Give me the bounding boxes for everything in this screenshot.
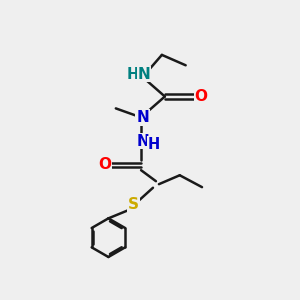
Text: N: N xyxy=(136,134,149,148)
Text: H: H xyxy=(147,136,160,152)
Text: N: N xyxy=(136,110,149,125)
Text: S: S xyxy=(128,197,139,212)
Text: H: H xyxy=(127,67,139,82)
Text: N: N xyxy=(138,67,150,82)
Text: O: O xyxy=(195,89,208,104)
Text: O: O xyxy=(98,158,111,172)
